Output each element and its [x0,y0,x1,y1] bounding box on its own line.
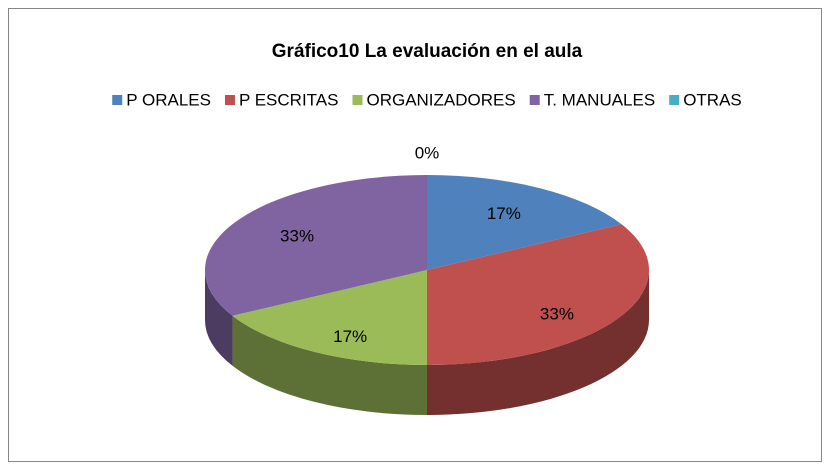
legend-label: ORGANIZADORES [366,90,515,109]
chart-title: Gráfico10 La evaluación en el aula [272,41,583,62]
legend-marker [224,95,235,105]
legend-marker [352,95,363,105]
slice [427,224,650,365]
legend-marker [669,95,680,105]
data-label: 0% [415,144,440,163]
legend-label: P ORALES [126,90,211,109]
legend-label: T. MANUALES [544,90,655,109]
slice-side [232,315,427,415]
slice [204,175,427,316]
legend-label: OTRAS [683,90,742,109]
slice-side [205,270,233,366]
slice [232,270,427,365]
data-label: 33% [280,227,314,246]
slice-side [427,270,649,415]
legend-marker [529,95,540,105]
legend-label: P ESCRITAS [239,90,339,109]
data-label: 17% [333,327,367,346]
legend-marker [112,95,123,105]
slice [427,175,622,270]
data-label: 33% [540,304,574,323]
data-label: 17% [487,204,521,223]
